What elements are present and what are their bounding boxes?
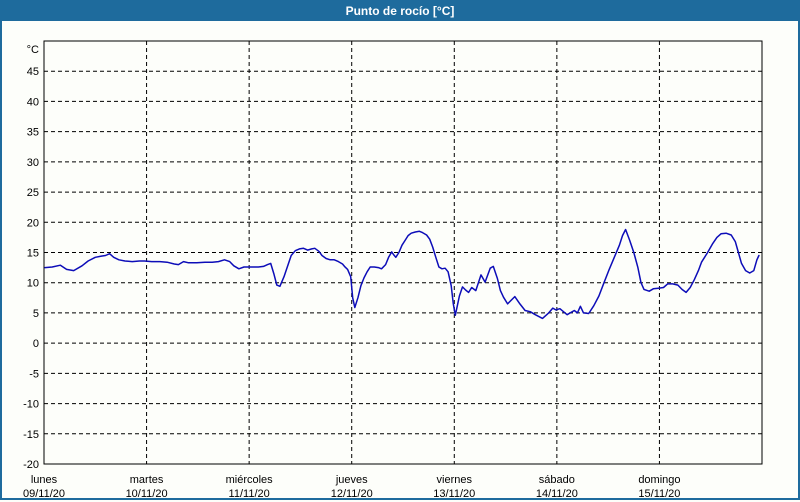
y-tick-label: -5 — [29, 368, 39, 380]
y-tick-label: 20 — [27, 217, 39, 229]
x-day-name-label: martes — [130, 474, 164, 486]
title-bar: Punto de rocío [°C] — [2, 2, 798, 21]
x-day-date-label: 13/11/20 — [433, 488, 475, 500]
y-tick-label: 30 — [27, 157, 39, 169]
x-day-name-label: domingo — [638, 474, 680, 486]
y-tick-label: 10 — [27, 278, 39, 290]
plot-border — [43, 40, 763, 465]
y-tick-label: 35 — [27, 127, 39, 139]
x-day-date-label: 14/11/20 — [536, 488, 578, 500]
x-day-name-label: sábado — [539, 474, 575, 486]
y-tick-label: 40 — [27, 96, 39, 108]
dewpoint-chart: 45 40 35 30 25 20 15 10 5 0 -5 -10 -15 -20 °C lunes 09/1… — [23, 40, 763, 500]
x-day-date-label: 15/11/20 — [638, 488, 680, 500]
x-day-date-label: 11/11/20 — [229, 488, 270, 500]
x-day-name-label: jueves — [335, 474, 368, 486]
y-tick-label: -15 — [23, 429, 39, 441]
dewpoint-series-line — [44, 228, 760, 320]
y-axis-unit-label: °C — [27, 44, 39, 56]
chart-title: Punto de rocío [°C] — [345, 4, 455, 18]
x-day-name-label: viernes — [437, 474, 473, 486]
x-day-name-label: miércoles — [226, 474, 274, 486]
y-tick-label: -10 — [23, 399, 39, 411]
y-tick-label: -20 — [23, 459, 39, 471]
x-day-date-label: 09/11/20 — [23, 488, 65, 500]
y-tick-label: 45 — [27, 66, 39, 78]
x-day-date-label: 12/11/20 — [331, 488, 373, 500]
y-tick-label: 5 — [33, 308, 39, 320]
y-tick-label: 0 — [33, 338, 39, 350]
x-day-name-label: lunes — [31, 474, 58, 486]
chart-area: 45 40 35 30 25 20 15 10 5 0 -5 -10 -15 -20 °C lunes 09/1… — [2, 21, 798, 500]
x-day-date-label: 10/11/20 — [126, 488, 168, 500]
y-tick-label: 25 — [27, 187, 39, 199]
y-tick-label: 15 — [27, 248, 39, 260]
